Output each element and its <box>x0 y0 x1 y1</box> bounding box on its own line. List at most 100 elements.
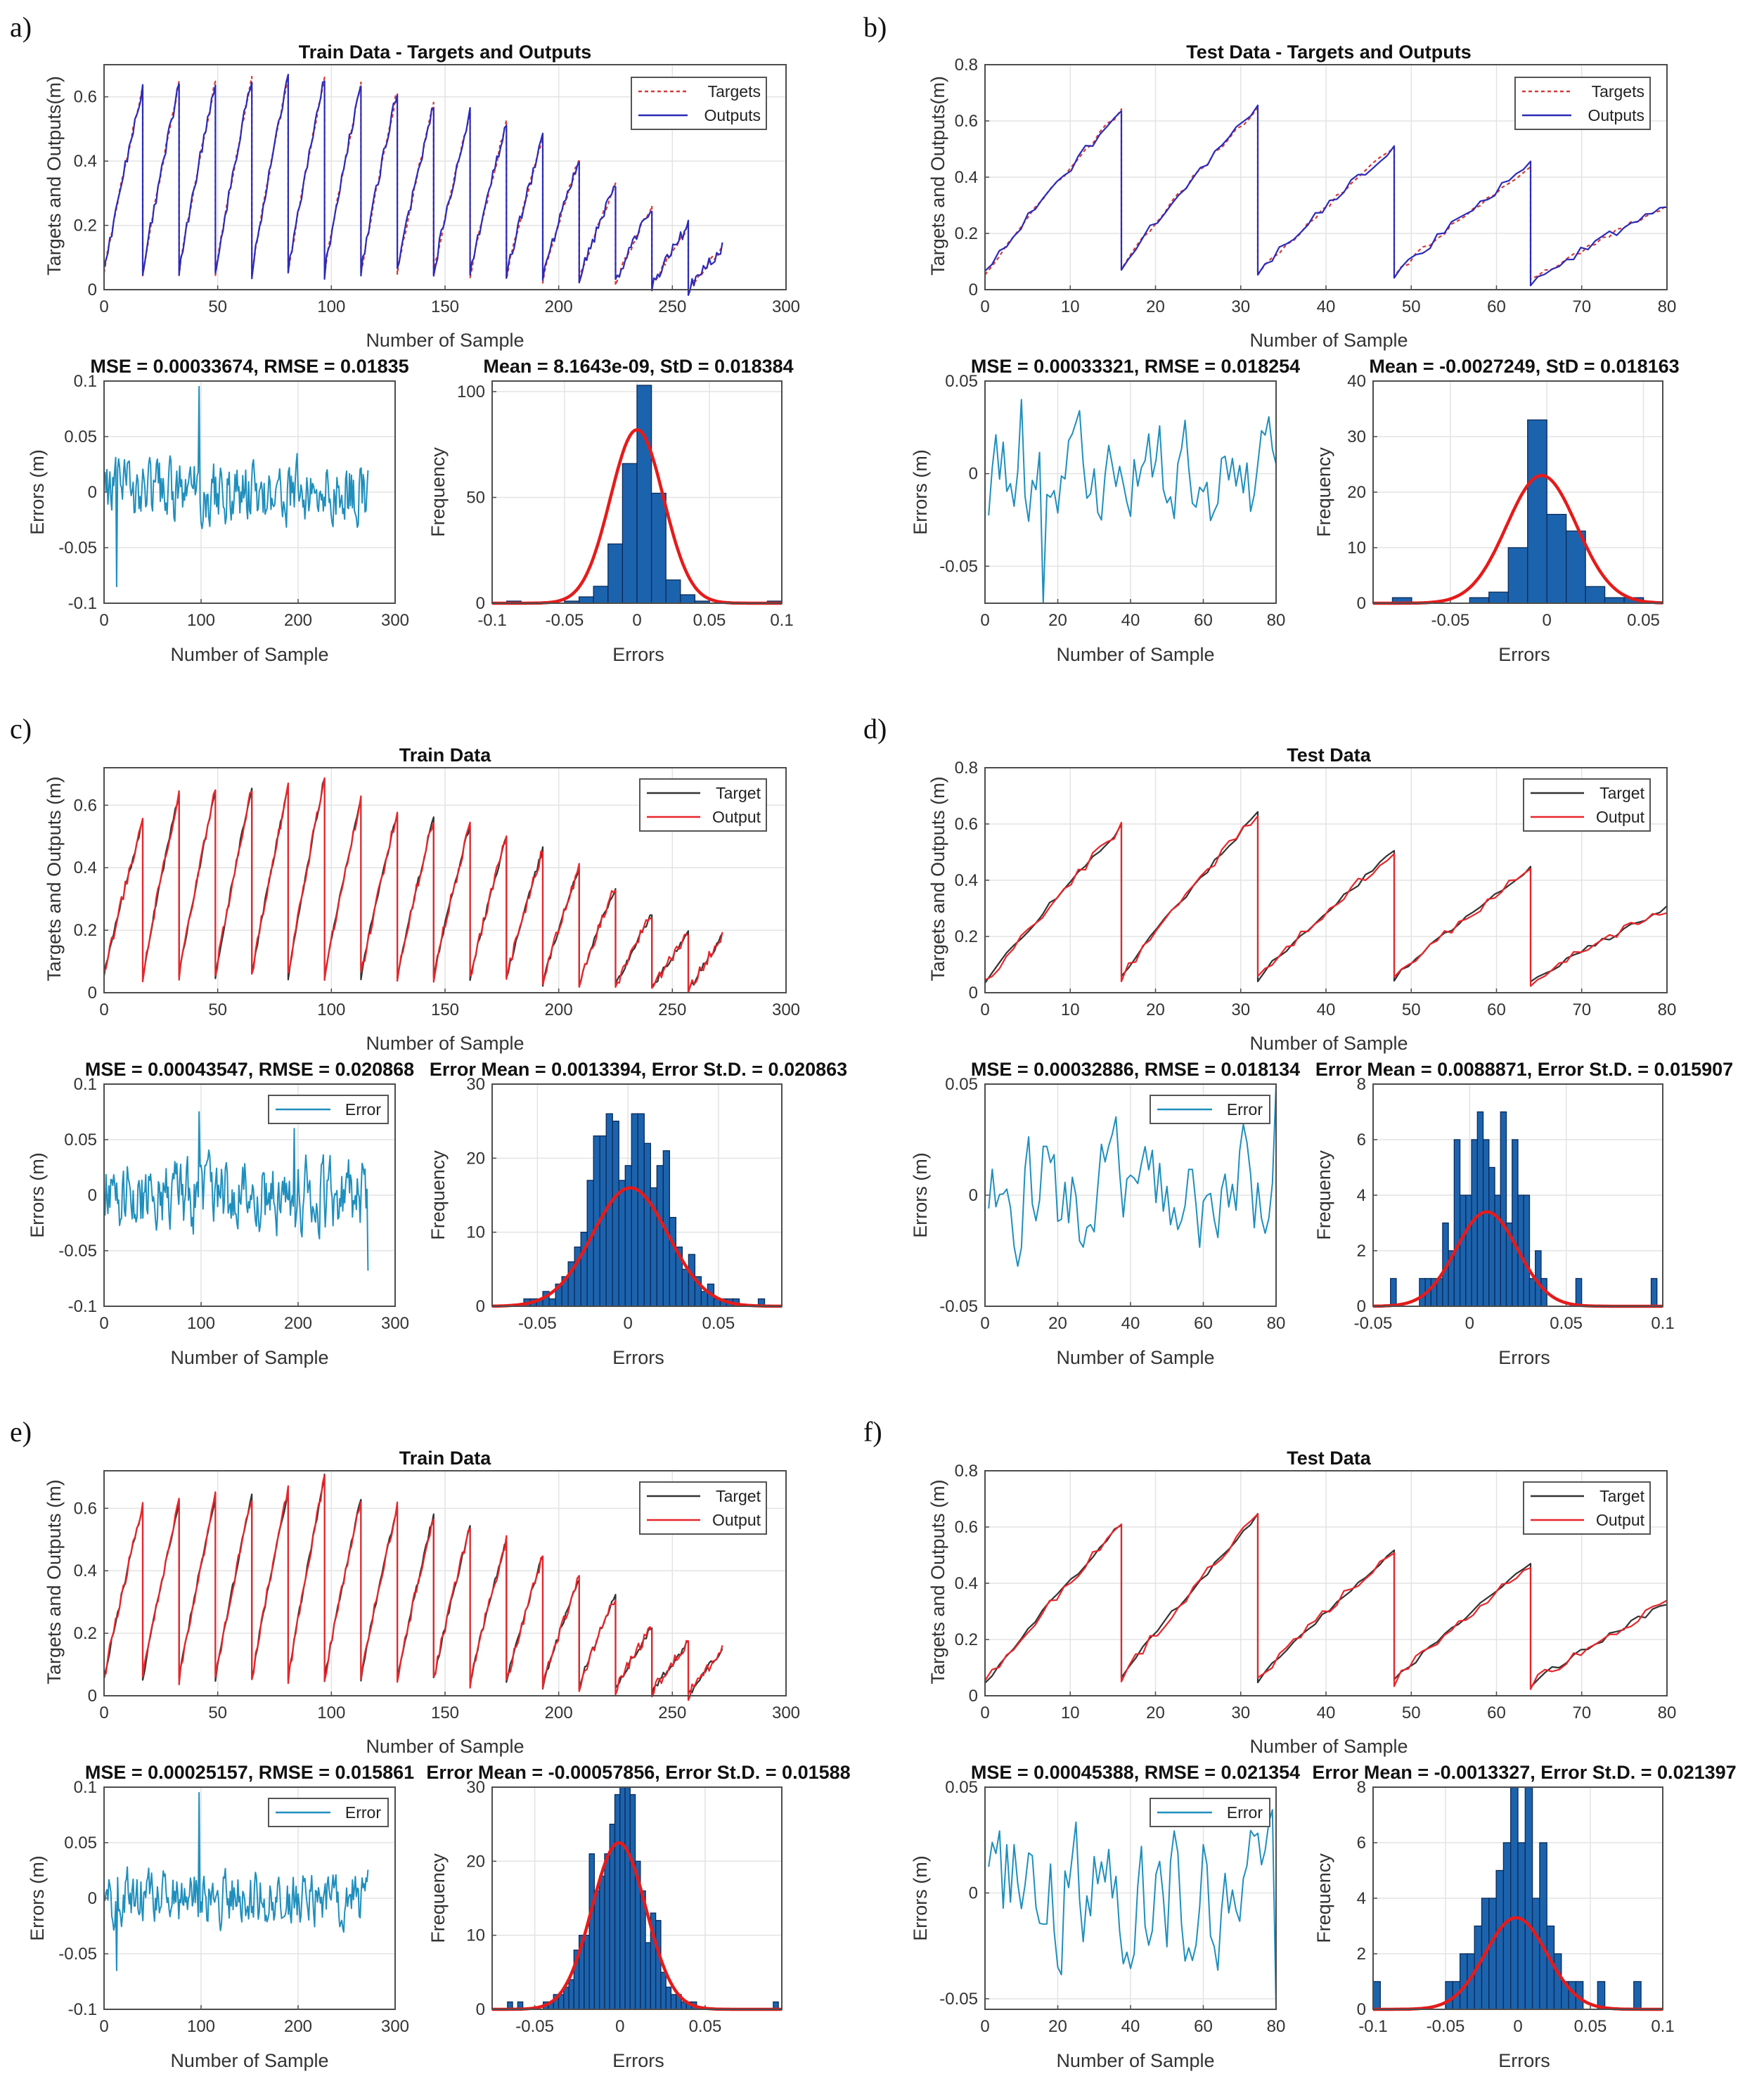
panel-a-error-line <box>104 385 369 588</box>
panel-a-main-axes-xtick-5: 250 <box>658 297 686 316</box>
panel-e-hist-axes-frame <box>491 1786 783 2010</box>
panel-b-err-axes-ytick-1: 0 <box>969 465 978 484</box>
panel-d-main-axes-xtick-8: 80 <box>1658 1000 1677 1019</box>
panel-d-hist-title: Error Mean = 0.0088871, Error St.D. = 0.… <box>1315 1059 1733 1080</box>
panel-d-hist-bar-15 <box>1459 1194 1467 1307</box>
panel-b-err-axes: 0 20 40 60 80 -0.05 0 0.05 <box>939 372 1285 630</box>
panel-c-main-axes-ytick-3: 0.6 <box>74 796 97 815</box>
panel-a-err-axes-frame <box>103 380 396 604</box>
panel-f-main-axes-xtick-0: 0 <box>980 1703 989 1722</box>
panel-e-err-legend: Error <box>268 1798 389 1827</box>
panel-e-hist-bar-21 <box>599 1875 605 2010</box>
panel-e-hist-axes-ytick-0: 0 <box>476 2000 485 2019</box>
panel-a-err-title: MSE = 0.00033674, RMSE = 0.01835 <box>90 356 408 377</box>
panel-d-err-axes-xtick-0: 0 <box>980 1314 989 1333</box>
panel-e-hist-bar-32 <box>655 1919 662 2010</box>
panel-c-err-axes-xtick-1: 100 <box>187 1314 215 1333</box>
panel-b-hist-bar-11 <box>1585 586 1606 604</box>
panel-d-main-axes-ytick-2: 0.4 <box>955 871 978 890</box>
panel-d-error-line <box>988 1083 1277 1267</box>
panel-f-err-axes-ytick-0: -0.05 <box>939 1990 978 2009</box>
panel-label-f: f) <box>863 1416 882 1448</box>
panel-label-e: e) <box>10 1416 32 1448</box>
panel-d-hist-bar-16 <box>1465 1194 1472 1307</box>
panel-b-main-axes-ytick-0: 0 <box>969 281 978 299</box>
panel-d-main-axes-xtick-4: 40 <box>1317 1000 1336 1019</box>
panel-f-hist-ylabel: Frequency <box>1313 1853 1334 1943</box>
panel-b-err-axes-xtick-2: 40 <box>1121 611 1140 630</box>
panel-c-hist-bar-24 <box>643 1142 651 1307</box>
panel-b-main-axes-xtick-8: 80 <box>1658 297 1677 316</box>
panel-e-main-axes-ytick-0: 0 <box>88 1687 97 1706</box>
panel-e-hist-bar-33 <box>660 1971 667 2010</box>
panel-d-err-axes-xtick-4: 80 <box>1267 1314 1286 1333</box>
panel-a-hist-axes-xtick-1: -0.05 <box>546 611 584 630</box>
panel-e-hist-axes-ytick-3: 30 <box>466 1778 485 1797</box>
panel-e-hist-axes-xtick-1: 0 <box>615 2017 624 2036</box>
panel-e-err-axes-ytick-0: -0.1 <box>68 2000 97 2019</box>
panel-c-hist-axes-frame <box>491 1083 783 1307</box>
panel-e-err-title: MSE = 0.00025157, RMSE = 0.015861 <box>85 1762 414 1783</box>
panel-a-hist-xlabel: Errors <box>612 644 664 665</box>
panel-e-hist-bar-34 <box>665 1986 672 2010</box>
panel-c-err-axes-frame <box>103 1083 396 1307</box>
panel-f-main-axes-ytick-2: 0.4 <box>955 1574 978 1593</box>
panel-f-output-line <box>984 1513 1668 1690</box>
panel-c-hist-bar-28 <box>669 1216 677 1307</box>
panel-f-hist-bar-17 <box>1495 1869 1505 2010</box>
panel-label-a: a) <box>10 11 32 43</box>
panel-c-main-ylabel: Targets and Outputs (m) <box>44 776 65 981</box>
panel-c-err-axes-ytick-3: 0.05 <box>64 1131 97 1149</box>
panel-e-output-line <box>103 1474 723 1701</box>
panel-e-main-axes-xtick-5: 250 <box>658 1703 686 1722</box>
panel-b-main-axes-ytick-2: 0.4 <box>955 168 978 187</box>
panel-d-hist-axes-ytick-2: 4 <box>1357 1186 1366 1205</box>
panel-a-err-axes-ytick-0: -0.1 <box>68 594 97 613</box>
panel-c-hist-axes-ytick-2: 20 <box>466 1149 485 1168</box>
panel-d-main-axes-ytick-3: 0.6 <box>955 815 978 834</box>
panel-e-hist-bar-26 <box>624 1786 631 2010</box>
panel-d-hist-bar-11 <box>1436 1277 1443 1307</box>
panel-a-hist-axes-xtick-0: -0.1 <box>477 611 506 630</box>
panel-a-main-axes-frame <box>103 64 787 290</box>
panel-d-main-axes-xtick-1: 10 <box>1061 1000 1080 1019</box>
panel-f-err-axes-ytick-2: 0.05 <box>945 1778 978 1797</box>
panel-d-hist-axes-xtick-1: 0 <box>1465 1314 1474 1333</box>
panel-a-main-title: Train Data - Targets and Outputs <box>299 41 592 63</box>
panel-e-hist-bar-15 <box>568 1979 574 2010</box>
panel-b-main-axes-xtick-0: 0 <box>980 297 989 316</box>
panel-d-hist-bar-27 <box>1528 1277 1536 1307</box>
panel-c-main-xlabel: Number of Sample <box>366 1033 524 1054</box>
panel-e-hist-bar-27 <box>629 1793 636 2010</box>
panel-b-hist-bar-9 <box>1546 513 1567 604</box>
panel-e-main-title: Train Data <box>399 1448 492 1469</box>
panel-f-hist-bar-25 <box>1553 1953 1562 2010</box>
panel-d-output-line <box>984 815 1668 987</box>
panel-e-err-axes-xtick-1: 100 <box>187 2017 215 2036</box>
panel-e-hist-title: Error Mean = -0.00057856, Error St.D. = … <box>426 1762 850 1783</box>
panel-e-err-legend-entry: Error <box>345 1803 381 1822</box>
panel-a-hist-bar-6 <box>578 596 594 604</box>
panel-e-main-ylabel: Targets and Outputs (m) <box>44 1479 65 1684</box>
panel-d-main-axes-frame <box>984 767 1668 993</box>
panel-c-hist-title: Error Mean = 0.0013394, Error St.D. = 0.… <box>430 1059 847 1080</box>
panel-c-main-axes-frame <box>103 767 787 993</box>
panel-a-err-ylabel: Errors (m) <box>27 449 48 534</box>
panel-d-main-ylabel: Targets and Outputs (m) <box>927 776 948 981</box>
panel-f-legend-entry-1: Target <box>1599 1487 1645 1505</box>
panel-a-err-axes-ytick-1: -0.05 <box>58 539 97 558</box>
panel-c-hist-axes-xtick-1: 0 <box>623 1314 632 1333</box>
panel-d-hist-axes-ytick-3: 6 <box>1357 1131 1366 1149</box>
panel-a-hist-axes-ytick-1: 50 <box>466 489 485 508</box>
panel-e-main-axes-xtick-2: 100 <box>317 1703 345 1722</box>
panel-f-error-line <box>988 1809 1277 2010</box>
panel-a-hist-axes-ytick-2: 100 <box>457 382 485 401</box>
panel-d-hist-bar-20 <box>1488 1166 1495 1307</box>
panel-f-main-axes-xtick-8: 80 <box>1658 1703 1677 1722</box>
panel-f-hist-axes: -0.1 -0.05 0 0.05 0.1 0 2 4 6 8 <box>1357 1778 1675 2036</box>
panel-c-hist-bar-31 <box>688 1254 696 1307</box>
panel-c-err-xlabel: Number of Sample <box>170 1347 328 1368</box>
panel-b-hist-bar-6 <box>1488 591 1509 604</box>
panel-c-err-axes-xtick-2: 200 <box>284 1314 312 1333</box>
panel-d-main-axes-xtick-3: 30 <box>1231 1000 1250 1019</box>
